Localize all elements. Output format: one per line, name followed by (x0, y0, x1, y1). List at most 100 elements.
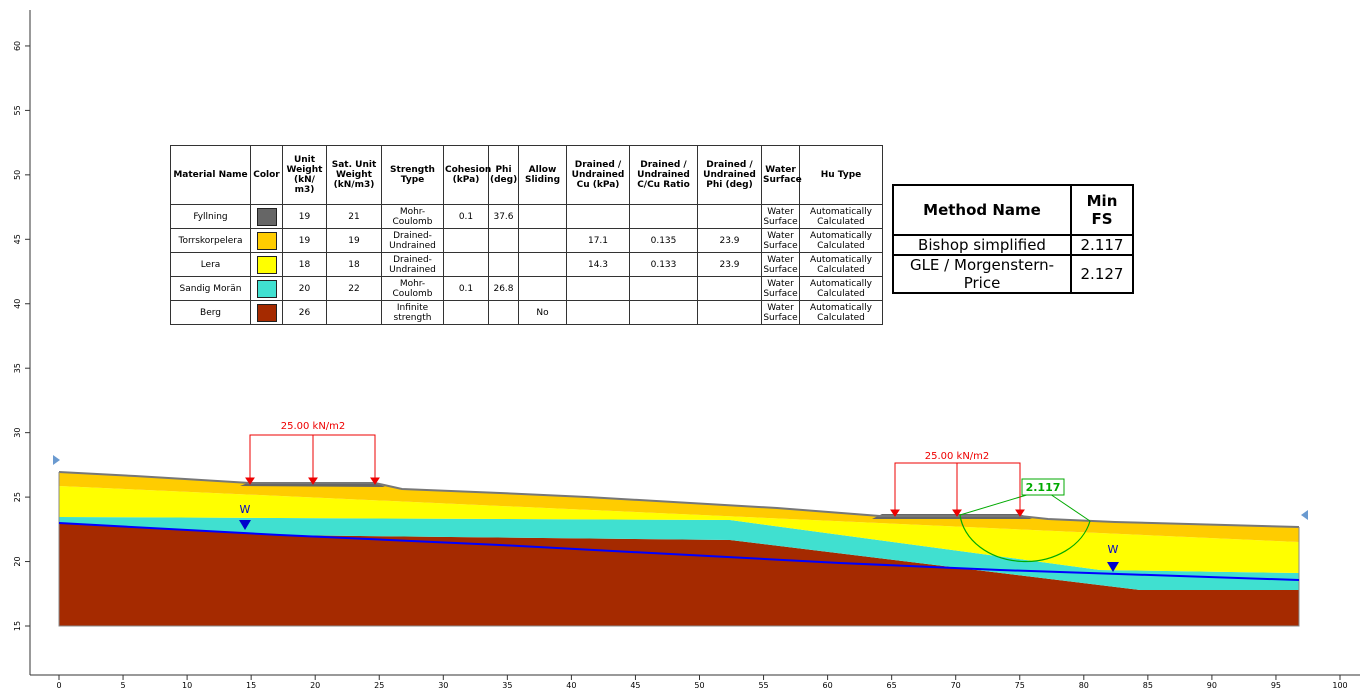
cell (250, 252, 283, 277)
cell: Automatically Calculated (799, 204, 883, 229)
cell: Mohr-Coulomb (381, 276, 444, 301)
cell (629, 204, 698, 229)
header-cell: Hu Type (799, 145, 883, 205)
x-tick-label: 40 (566, 681, 576, 690)
cell: 19 (282, 204, 327, 229)
cell (629, 276, 698, 301)
cell (326, 300, 382, 325)
x-tick-label: 30 (438, 681, 448, 690)
color-swatch (256, 231, 277, 250)
fs-label: 2.117 (1026, 481, 1061, 494)
header-cell: Allow Sliding (518, 145, 567, 205)
cell (518, 204, 567, 229)
cell (518, 252, 567, 277)
cell: 22 (326, 276, 382, 301)
methods-table: Method Name Min FS Bishop simplified 2.117 G… (892, 184, 1134, 294)
cell (250, 204, 283, 229)
materials-table: Material Name Color Unit Weight (kN/ m3) Sa… (170, 145, 883, 325)
ground-surface (58, 471, 1300, 528)
x-tick-label: 20 (310, 681, 320, 690)
color-swatch (256, 279, 277, 298)
x-tick-label: 90 (1207, 681, 1217, 690)
slip-surface (959, 514, 1091, 563)
cell (250, 228, 283, 253)
cell: GLE / Morgenstern-Price (892, 254, 1072, 294)
x-tick-label: 45 (630, 681, 640, 690)
cell: Berg (170, 300, 251, 325)
cell (488, 300, 519, 325)
load-label: 25.00 kN/m2 (281, 421, 346, 432)
x-tick-label: 60 (823, 681, 833, 690)
x-tick-label: 0 (56, 681, 61, 690)
cell: 0.1 (443, 276, 489, 301)
y-tick-label: 25 (13, 492, 22, 502)
cell: Water Surface (761, 300, 800, 325)
x-tick-label: 75 (1015, 681, 1025, 690)
cell (443, 228, 489, 253)
material-row: Torrskorpelera 19 19 Drained-Undrained 17.1 0… (170, 228, 883, 253)
header-cell: Sat. Unit Weight (kN/m3) (326, 145, 382, 205)
cell: Water Surface (761, 276, 800, 301)
cell: Water Surface (761, 204, 800, 229)
cell (629, 300, 698, 325)
x-tick-label: 5 (121, 681, 126, 690)
load-left (245, 434, 380, 485)
header-cell: Material Name (170, 145, 251, 205)
x-tick-label: 100 (1332, 681, 1347, 690)
water-marker (1107, 562, 1119, 572)
color-swatch (256, 255, 277, 274)
cell: Sandig Morän (170, 276, 251, 301)
cell (443, 252, 489, 277)
y-tick-label: 50 (13, 170, 22, 180)
cell: 18 (282, 252, 327, 277)
load-right (890, 462, 1025, 517)
label-leader (959, 493, 1031, 516)
cell (443, 300, 489, 325)
cell: 26.8 (488, 276, 519, 301)
cell: Automatically Calculated (799, 300, 883, 325)
cell: Fyllning (170, 204, 251, 229)
header-cell: Cohesion (kPa) (443, 145, 491, 205)
label-leader (1049, 493, 1091, 522)
cell: Bishop simplified (892, 234, 1072, 256)
x-tick-label: 85 (1143, 681, 1153, 690)
y-tick-label: 30 (13, 428, 22, 438)
water-label: W (240, 503, 251, 516)
header-cell: Min FS (1070, 184, 1134, 236)
y-tick-label: 60 (13, 41, 22, 51)
cell: Lera (170, 252, 251, 277)
cell: Drained-Undrained (381, 252, 444, 277)
color-swatch (256, 207, 277, 226)
x-tick-label: 35 (502, 681, 512, 690)
boundary (58, 472, 1300, 627)
x-tick-label: 70 (951, 681, 961, 690)
y-tick-label: 45 (13, 234, 22, 244)
cell: 0.135 (629, 228, 698, 253)
water-label: W (1108, 543, 1119, 556)
cell: 14.3 (566, 252, 630, 277)
cell: 2.127 (1070, 254, 1134, 294)
cell: 2.117 (1070, 234, 1134, 256)
material-row: Sandig Morän 20 22 Mohr-Coulomb 0.1 26.8 Water… (170, 276, 883, 301)
cell: Drained-Undrained (381, 228, 444, 253)
limit-marker (1301, 510, 1308, 520)
y-tick-label: 20 (13, 556, 22, 566)
material-row: Berg 26 Infinite strength No Water Surface Au… (170, 300, 883, 325)
color-swatch (256, 303, 277, 322)
load-label: 25.00 kN/m2 (925, 451, 990, 462)
cell: Mohr-Coulomb (381, 204, 444, 229)
y-tick-label: 35 (13, 363, 22, 373)
cell: 19 (326, 228, 382, 253)
cell: No (518, 300, 567, 325)
water-marker (239, 520, 251, 530)
cell: Automatically Calculated (799, 276, 883, 301)
header-cell: Drained / Undrained Cu (kPa) (566, 145, 630, 205)
x-tick-label: 10 (182, 681, 192, 690)
cell: 19 (282, 228, 327, 253)
x-tick-label: 80 (1079, 681, 1089, 690)
header-cell: Method Name (892, 184, 1072, 236)
fs-label-box (1021, 478, 1065, 496)
cell (566, 276, 630, 301)
cell (250, 276, 283, 301)
